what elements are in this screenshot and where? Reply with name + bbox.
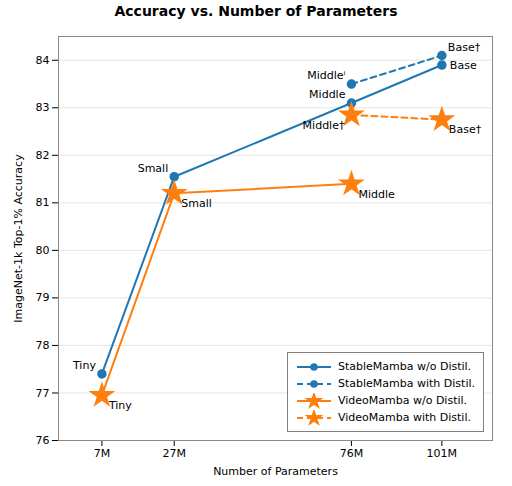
svg-text:Middleⁱ: Middleⁱ — [307, 69, 345, 82]
svg-text:Base†: Base† — [448, 41, 481, 54]
svg-text:Tiny: Tiny — [108, 399, 132, 412]
svg-text:Small: Small — [181, 197, 212, 210]
svg-text:Small: Small — [138, 162, 169, 175]
svg-text:Tiny: Tiny — [72, 359, 96, 372]
svg-text:79: 79 — [36, 291, 50, 304]
svg-text:Base†: Base† — [449, 123, 482, 136]
html-text:StableMamba w/o Distil.: StableMamba w/o Distil. — [338, 360, 472, 373]
html-text:Accuracy vs. Number of Paramet: Accuracy vs. Number of Parameters — [114, 3, 398, 19]
svg-text:7M: 7M — [94, 447, 111, 460]
svg-text:83: 83 — [36, 101, 50, 114]
svg-text:84: 84 — [36, 54, 50, 67]
svg-text:101M: 101M — [427, 447, 458, 460]
html-text:VideoMamba w/o Distil.: VideoMamba w/o Distil. — [338, 394, 468, 407]
html-text:VideoMamba with Distil.: VideoMamba with Distil. — [338, 411, 471, 424]
svg-text:82: 82 — [36, 149, 50, 162]
svg-text:Middle†: Middle† — [303, 119, 345, 132]
svg-text:81: 81 — [36, 196, 50, 209]
svg-text:Middle: Middle — [309, 88, 346, 101]
svg-text:76M: 76M — [340, 447, 364, 460]
svg-text:80: 80 — [36, 244, 50, 257]
svg-text:Middle: Middle — [358, 188, 395, 201]
svg-text:76: 76 — [36, 434, 50, 447]
svg-text:Base: Base — [450, 59, 477, 72]
svg-text:78: 78 — [36, 339, 50, 352]
svg-text:Number of Parameters: Number of Parameters — [213, 465, 338, 478]
html-text:StableMamba with Distil.: StableMamba with Distil. — [338, 377, 475, 390]
svg-text:27M: 27M — [162, 447, 186, 460]
svg-text:ImageNet-1k Top-1% Accuracy: ImageNet-1k Top-1% Accuracy — [12, 154, 25, 323]
svg-text:77: 77 — [36, 386, 50, 399]
